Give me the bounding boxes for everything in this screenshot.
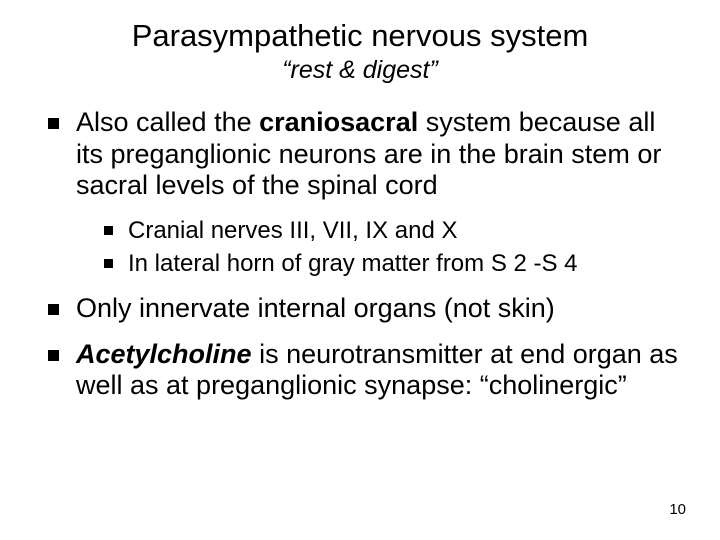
bullet-bold: craniosacral	[259, 107, 418, 137]
slide-title: Parasympathetic nervous system	[40, 18, 680, 54]
list-item: Acetylcholine is neurotransmitter at end…	[48, 339, 680, 403]
list-item: Cranial nerves III, VII, IX and X	[104, 216, 680, 245]
bullet-list: Also called the craniosacral system beca…	[48, 107, 680, 403]
page-number: 10	[669, 501, 686, 518]
bullet-bold-italic: Acetylcholine	[76, 339, 252, 369]
list-item: Only innervate internal organs (not skin…	[48, 293, 680, 325]
slide-subtitle: “rest & digest”	[40, 56, 680, 85]
sub-bullet-list: Cranial nerves III, VII, IX and X In lat…	[104, 216, 680, 279]
list-item: Also called the craniosacral system beca…	[48, 107, 680, 279]
bullet-text: Also called the	[76, 107, 259, 137]
bullet-text: In lateral horn of gray matter from S 2 …	[128, 250, 578, 277]
bullet-text: Only innervate internal organs (not skin…	[76, 293, 555, 323]
bullet-text: Cranial nerves III, VII, IX and X	[128, 217, 457, 244]
slide: Parasympathetic nervous system “rest & d…	[0, 0, 720, 540]
list-item: In lateral horn of gray matter from S 2 …	[104, 249, 680, 278]
